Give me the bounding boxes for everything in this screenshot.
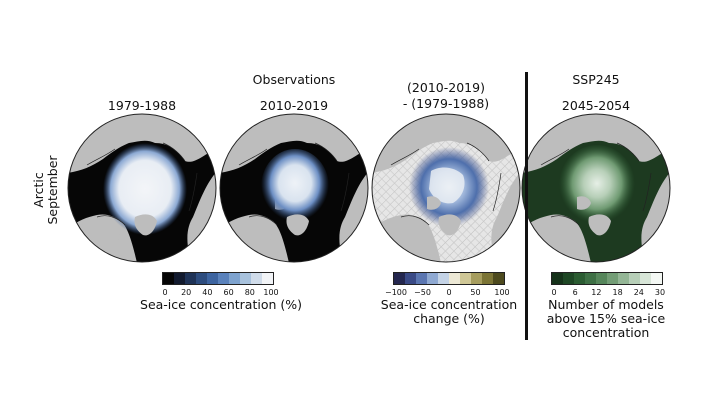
change-label-line2: change (%) [413,311,485,326]
concentration-colorbar [162,272,274,285]
change-colorbar-segment [438,273,449,284]
change-tick-label: −50 [414,288,431,297]
models-label-line1: Number of models [548,297,664,312]
scenario-header: SSP245 [572,72,620,87]
models-tick-label: 12 [591,288,602,297]
change-tick-label: 100 [494,288,510,297]
models-colorbar-segment [640,273,651,284]
concentration-colorbar-segment [207,273,218,284]
change-colorbar-segment [482,273,493,284]
models-tick-label: 6 [572,288,578,297]
models-colorbar-segment [585,273,596,284]
period-1979-1988-header: 1979-1988 [107,98,177,113]
row-label: Arctic September [31,155,60,225]
row-label-month: September [45,155,60,225]
models-tick-label: 30 [654,288,666,297]
concentration-tick-label: 40 [202,288,213,297]
models-colorbar-segment [629,273,640,284]
concentration-colorbar-segment [218,273,229,284]
models-colorbar-segment [563,273,574,284]
concentration-colorbar-label: Sea-ice concentration (%) [140,297,302,312]
row-label-region: Arctic [31,172,46,208]
models-colorbar-label: Number of models above 15% sea-ice conce… [547,298,665,340]
change-colorbar-segment [405,273,416,284]
models-colorbar-segment [618,273,629,284]
period-2045-2054-header: 2045-2054 [561,98,631,113]
change-colorbar-segment [471,273,482,284]
difference-header-line1: (2010-2019) [407,80,485,95]
concentration-colorbar-segment [185,273,196,284]
change-colorbar-segment [460,273,471,284]
models-colorbar-segment [552,273,563,284]
concentration-colorbar-segment [163,273,174,284]
change-tick-label: 50 [470,288,481,297]
models-tick-label: 18 [612,288,623,297]
change-colorbar-segment [394,273,405,284]
concentration-tick-label: 100 [263,288,279,297]
concentration-colorbar-segment [229,273,240,284]
map-ssp245-2045-2054 [521,113,671,263]
change-tick-label: −100 [385,288,407,297]
map-difference [371,113,521,263]
models-colorbar-segment [651,273,662,284]
change-label-line1: Sea-ice concentration [380,297,518,312]
models-tick-label: 0 [551,288,557,297]
change-colorbar-segment [449,273,460,284]
models-colorbar [551,272,663,285]
concentration-colorbar-segment [251,273,262,284]
models-colorbar-segment [574,273,585,284]
concentration-colorbar-segment [262,273,273,284]
map-2010-2019 [219,113,369,263]
change-tick-label: 0 [446,288,452,297]
map-1979-1988 [67,113,217,263]
concentration-tick-label: 80 [244,288,255,297]
models-colorbar-segment [607,273,618,284]
models-tick-label: 24 [633,288,644,297]
change-colorbar-segment [493,273,504,284]
concentration-colorbar-segment [240,273,251,284]
change-colorbar-label: Sea-ice concentration change (%) [381,298,517,326]
concentration-tick-label: 0 [162,288,168,297]
models-label-line3: concentration [562,325,650,340]
models-label-line2: above 15% sea-ice [546,311,666,326]
concentration-tick-label: 60 [223,288,234,297]
models-colorbar-segment [596,273,607,284]
scenario-divider [525,72,528,340]
change-colorbar-segment [427,273,438,284]
concentration-tick-label: 20 [181,288,192,297]
concentration-colorbar-segment [196,273,207,284]
difference-header-line2: - (1979-1988) [402,96,490,111]
period-2010-2019-header: 2010-2019 [259,98,329,113]
change-colorbar-segment [416,273,427,284]
observations-header: Observations [252,72,336,87]
concentration-colorbar-segment [174,273,185,284]
change-colorbar [393,272,505,285]
